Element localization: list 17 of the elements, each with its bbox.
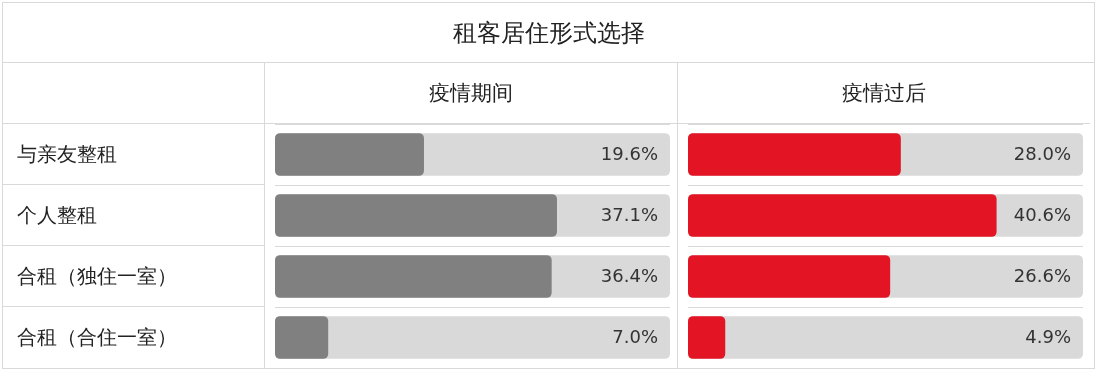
data-label: 19.6% <box>600 143 658 165</box>
text: 租客居住形式选择 <box>3 3 1094 63</box>
y-tick-label: 与亲友整租 <box>3 124 264 185</box>
data-label: 28.0% <box>1013 143 1071 165</box>
chart-title: 疫情期间 <box>265 63 677 124</box>
data-label: 26.6% <box>1013 265 1071 287</box>
data-label: 40.6% <box>1013 204 1071 226</box>
y-tick-label: 合租（独住一室） <box>3 246 264 307</box>
data-label: 4.9% <box>1025 326 1071 348</box>
bar <box>275 316 329 359</box>
y-tick-label: 合租（合住一室） <box>16 323 178 351</box>
chart-title: 疫情过后 <box>678 63 1090 124</box>
data-label: 7.0% <box>612 326 658 348</box>
bar <box>688 316 726 359</box>
data-label: 37.1% <box>600 204 658 226</box>
data-label: 36.4% <box>600 265 658 287</box>
y-tick-label: 个人整租 <box>3 185 264 246</box>
